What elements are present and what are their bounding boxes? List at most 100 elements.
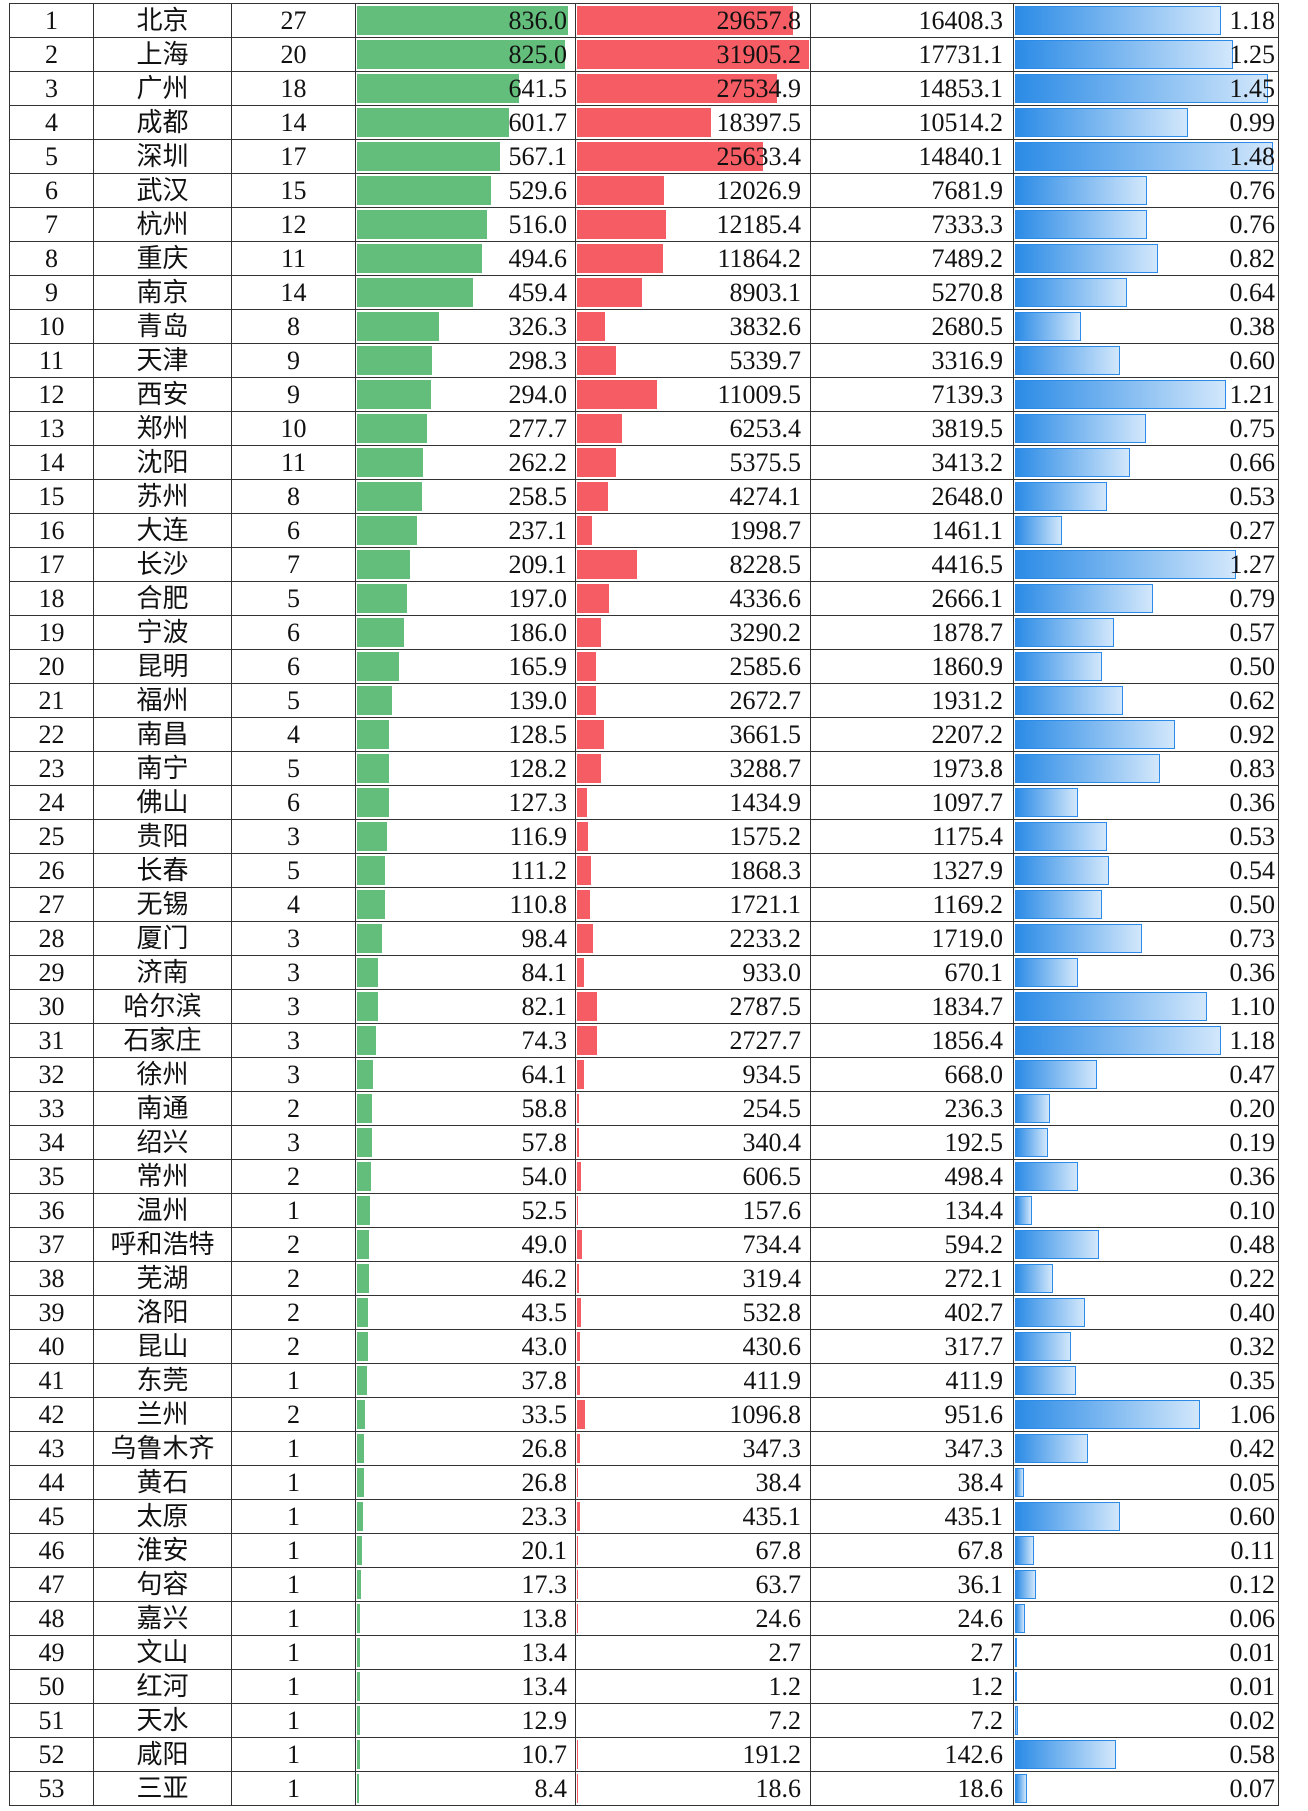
red-value-cell: 606.5 xyxy=(576,1160,811,1193)
count-text: 2 xyxy=(287,1298,300,1327)
red-data-bar xyxy=(577,380,658,409)
city-cell: 嘉兴 xyxy=(94,1602,232,1635)
rank-text: 37 xyxy=(38,1230,65,1259)
count-cell: 5 xyxy=(232,582,356,615)
green-value-cell: 58.8 xyxy=(356,1092,576,1125)
plain-value-text: 347.3 xyxy=(944,1434,1004,1463)
plain-value-cell: 3316.9 xyxy=(811,344,1014,377)
plain-value-text: 1834.7 xyxy=(931,992,1004,1021)
ratio-cell: 0.20 xyxy=(1014,1092,1279,1125)
green-data-bar xyxy=(357,142,501,171)
ratio-cell: 0.82 xyxy=(1014,242,1279,275)
blue-data-bar xyxy=(1015,1026,1221,1055)
rank-text: 35 xyxy=(38,1162,65,1191)
plain-value-cell: 7681.9 xyxy=(811,174,1014,207)
rank-cell: 31 xyxy=(10,1024,94,1057)
green-value-cell: 13.4 xyxy=(356,1670,576,1703)
city-name: 东莞 xyxy=(136,1366,189,1395)
city-name: 武汉 xyxy=(136,176,189,205)
count-text: 9 xyxy=(287,346,300,375)
ratio-text: 1.27 xyxy=(1229,550,1276,579)
green-data-bar xyxy=(357,1604,361,1633)
red-value-cell: 933.0 xyxy=(576,956,811,989)
plain-value-text: 2680.5 xyxy=(931,312,1004,341)
count-text: 1 xyxy=(287,1196,300,1225)
rank-text: 22 xyxy=(38,720,65,749)
ratio-text: 0.32 xyxy=(1229,1332,1276,1361)
ratio-cell: 0.36 xyxy=(1014,956,1279,989)
blue-data-bar xyxy=(1015,414,1146,443)
blue-data-bar xyxy=(1015,142,1273,171)
ratio-text: 0.92 xyxy=(1229,720,1276,749)
red-value-text: 2233.2 xyxy=(729,924,802,953)
rank-cell: 45 xyxy=(10,1500,94,1533)
green-value-text: 13.4 xyxy=(521,1638,568,1667)
green-value-text: 567.1 xyxy=(508,142,568,171)
ratio-cell: 0.99 xyxy=(1014,106,1279,139)
city-cell: 宁波 xyxy=(94,616,232,649)
plain-value-cell: 1931.2 xyxy=(811,684,1014,717)
red-value-text: 25633.4 xyxy=(716,142,802,171)
city-name: 重庆 xyxy=(136,244,189,273)
green-value-text: 17.3 xyxy=(521,1570,568,1599)
ratio-text: 0.38 xyxy=(1229,312,1276,341)
rank-cell: 47 xyxy=(10,1568,94,1601)
table-row: 17 长沙 7 209.1 8228.5 4416.5 1.27 xyxy=(10,548,1279,582)
table-row: 9 南京 14 459.4 8903.1 5270.8 0.64 xyxy=(10,276,1279,310)
rank-cell: 38 xyxy=(10,1262,94,1295)
count-text: 6 xyxy=(287,516,300,545)
plain-value-cell: 3819.5 xyxy=(811,412,1014,445)
rank-text: 49 xyxy=(38,1638,65,1667)
city-name: 咸阳 xyxy=(136,1740,189,1769)
city-cell: 南昌 xyxy=(94,718,232,751)
count-text: 1 xyxy=(287,1536,300,1565)
count-text: 3 xyxy=(287,822,300,851)
green-value-cell: 641.5 xyxy=(356,72,576,105)
red-data-bar xyxy=(577,176,665,205)
red-data-bar xyxy=(577,6,793,35)
red-data-bar xyxy=(577,516,592,545)
table-row: 29 济南 3 84.1 933.0 670.1 0.36 xyxy=(10,956,1279,990)
city-cell: 南京 xyxy=(94,276,232,309)
red-value-text: 340.4 xyxy=(742,1128,802,1157)
ratio-text: 0.73 xyxy=(1229,924,1276,953)
red-value-cell: 8228.5 xyxy=(576,548,811,581)
rank-text: 39 xyxy=(38,1298,65,1327)
blue-data-bar xyxy=(1015,958,1078,987)
plain-value-text: 1931.2 xyxy=(931,686,1004,715)
city-name: 天水 xyxy=(136,1706,189,1735)
green-value-text: 277.7 xyxy=(508,414,568,443)
rank-cell: 6 xyxy=(10,174,94,207)
ratio-cell: 0.42 xyxy=(1014,1432,1279,1465)
red-value-cell: 2233.2 xyxy=(576,922,811,955)
blue-data-bar xyxy=(1015,1230,1099,1259)
city-name: 呼和浩特 xyxy=(110,1230,215,1259)
rank-text: 36 xyxy=(38,1196,65,1225)
city-cell: 淮安 xyxy=(94,1534,232,1567)
rank-cell: 13 xyxy=(10,412,94,445)
rank-text: 9 xyxy=(45,278,58,307)
rank-text: 23 xyxy=(38,754,65,783)
green-data-bar xyxy=(357,584,407,613)
table-row: 28 厦门 3 98.4 2233.2 1719.0 0.73 xyxy=(10,922,1279,956)
city-name: 常州 xyxy=(136,1162,189,1191)
green-data-bar xyxy=(357,278,473,307)
city-name: 石家庄 xyxy=(123,1026,202,1055)
ratio-cell: 0.53 xyxy=(1014,820,1279,853)
red-value-text: 319.4 xyxy=(742,1264,802,1293)
plain-value-cell: 1327.9 xyxy=(811,854,1014,887)
city-name: 宁波 xyxy=(136,618,189,647)
plain-value-text: 24.6 xyxy=(957,1604,1004,1633)
red-value-cell: 3832.6 xyxy=(576,310,811,343)
red-value-text: 67.8 xyxy=(755,1536,802,1565)
ratio-cell: 0.11 xyxy=(1014,1534,1279,1567)
plain-value-text: 2.7 xyxy=(970,1638,1004,1667)
red-value-cell: 1.2 xyxy=(576,1670,811,1703)
green-data-bar xyxy=(357,550,410,579)
rank-cell: 51 xyxy=(10,1704,94,1737)
rank-text: 26 xyxy=(38,856,65,885)
green-value-cell: 567.1 xyxy=(356,140,576,173)
green-value-cell: 825.0 xyxy=(356,38,576,71)
plain-value-text: 435.1 xyxy=(944,1502,1004,1531)
green-value-text: 262.2 xyxy=(508,448,568,477)
